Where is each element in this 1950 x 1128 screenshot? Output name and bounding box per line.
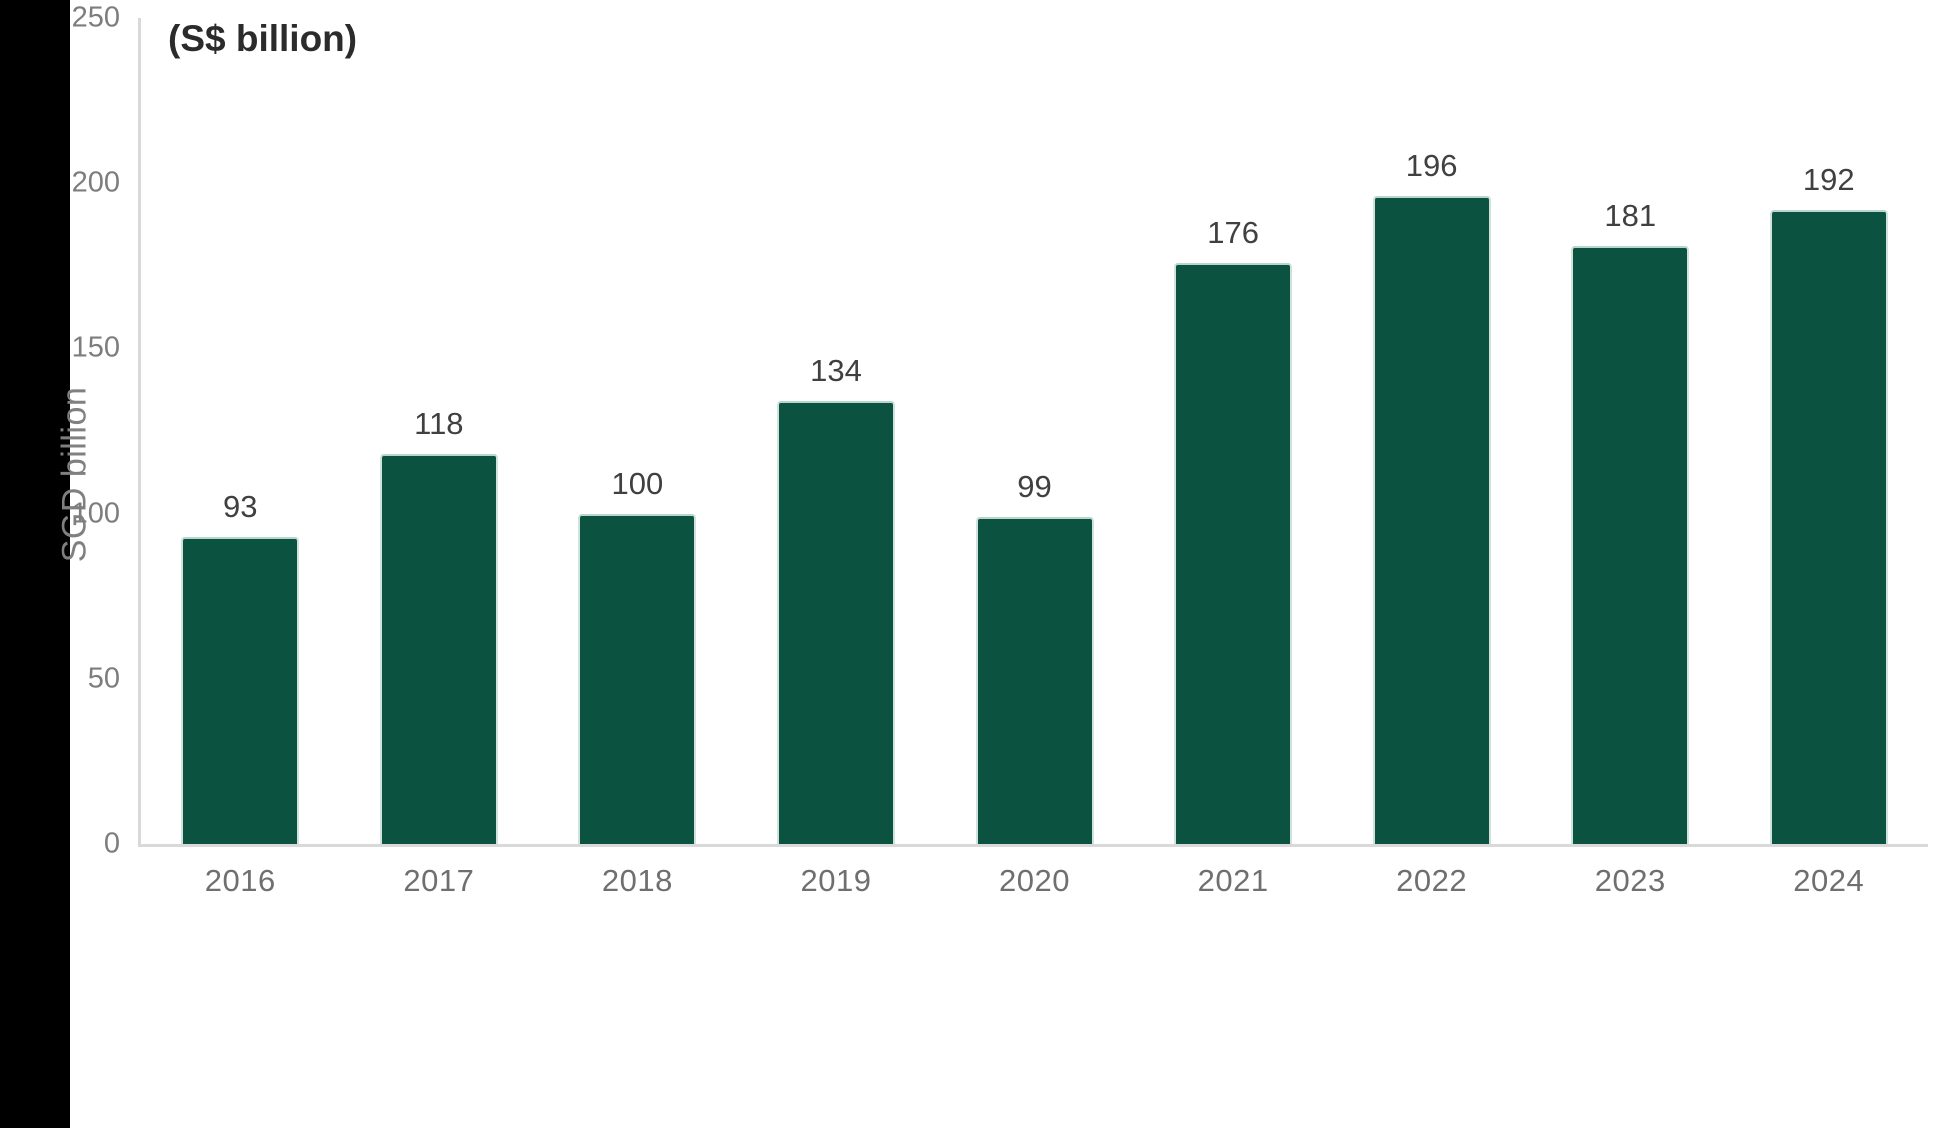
left-black-band xyxy=(0,0,70,1128)
bar-slot[interactable]: 192 xyxy=(1730,18,1929,844)
y-axis-tick-label: 100 xyxy=(71,497,120,530)
x-axis-tick-label: 2019 xyxy=(800,863,872,898)
bar-value-label: 99 xyxy=(1017,468,1052,504)
bar[interactable] xyxy=(1372,196,1491,844)
x-axis-tick-label: 2024 xyxy=(1793,863,1865,898)
bar-value-label: 118 xyxy=(414,406,464,442)
x-axis-tick-label: 2020 xyxy=(999,863,1071,898)
bar-slot[interactable]: 181 xyxy=(1531,18,1730,844)
bar[interactable] xyxy=(1769,209,1888,844)
bar-slot[interactable]: 196 xyxy=(1332,18,1531,844)
x-axis-label-slot: 2018 xyxy=(538,863,737,899)
x-axis-label-slot: 2024 xyxy=(1730,863,1929,899)
bar-value-label: 100 xyxy=(611,465,664,501)
y-axis-tick-label: 50 xyxy=(87,662,120,695)
bar-value-label: 181 xyxy=(1604,197,1657,233)
bar[interactable] xyxy=(578,513,697,844)
bar-slot[interactable]: 99 xyxy=(935,18,1134,844)
x-axis-label-slot: 2016 xyxy=(141,863,340,899)
y-axis-tick-label: 150 xyxy=(71,331,120,364)
bar-slot[interactable]: 100 xyxy=(538,18,737,844)
y-axis-line xyxy=(138,18,141,846)
bar-group: 93 118 100 134 99 176 196 181 192 xyxy=(141,18,1928,844)
bar-value-label: 192 xyxy=(1802,161,1855,197)
x-axis-tick-label: 2017 xyxy=(403,863,475,898)
plot-area: (S$ billion) 0 50 100 150 200 250 93 118 100 134… xyxy=(72,2,1938,1128)
bar-slot[interactable]: 93 xyxy=(141,18,340,844)
x-axis-tick-label: 2018 xyxy=(601,863,673,898)
x-axis-label-slot: 2023 xyxy=(1531,863,1730,899)
bar[interactable] xyxy=(379,454,498,844)
x-axis-label-slot: 2022 xyxy=(1332,863,1531,899)
x-axis-line xyxy=(138,844,1928,847)
bar[interactable] xyxy=(975,516,1094,844)
y-axis-title: SGD billion xyxy=(55,386,94,563)
bar-slot[interactable]: 118 xyxy=(340,18,539,844)
x-axis-label-slot: 2019 xyxy=(737,863,936,899)
bar[interactable] xyxy=(181,536,300,844)
bar[interactable] xyxy=(1571,245,1690,844)
bar-value-label: 176 xyxy=(1207,214,1259,250)
bar-slot[interactable]: 176 xyxy=(1134,18,1333,844)
bar-value-label: 134 xyxy=(810,353,862,389)
bar[interactable] xyxy=(1174,262,1293,844)
x-axis-tick-label: 2016 xyxy=(204,863,276,898)
x-axis-tick-label: 2023 xyxy=(1594,863,1666,898)
x-axis-tick-label: 2021 xyxy=(1197,863,1269,898)
chart-unit-label: (S$ billion) xyxy=(168,18,358,59)
bar[interactable] xyxy=(776,401,895,844)
y-axis-tick-label: 0 xyxy=(103,827,120,860)
y-axis-tick-label: 200 xyxy=(71,166,120,199)
x-axis-tick-label: 2022 xyxy=(1396,863,1468,898)
bar-slot[interactable]: 134 xyxy=(737,18,936,844)
y-axis-tick-label: 250 xyxy=(71,1,120,34)
x-axis-label-slot: 2020 xyxy=(935,863,1134,899)
bar-value-label: 196 xyxy=(1405,148,1458,184)
x-axis-label-slot: 2021 xyxy=(1134,863,1333,899)
x-axis-label-slot: 2017 xyxy=(340,863,539,899)
x-axis-labels: 2016 2017 2018 2019 2020 2021 2022 2023 2024 xyxy=(141,863,1928,899)
bar-value-label: 93 xyxy=(223,488,258,524)
